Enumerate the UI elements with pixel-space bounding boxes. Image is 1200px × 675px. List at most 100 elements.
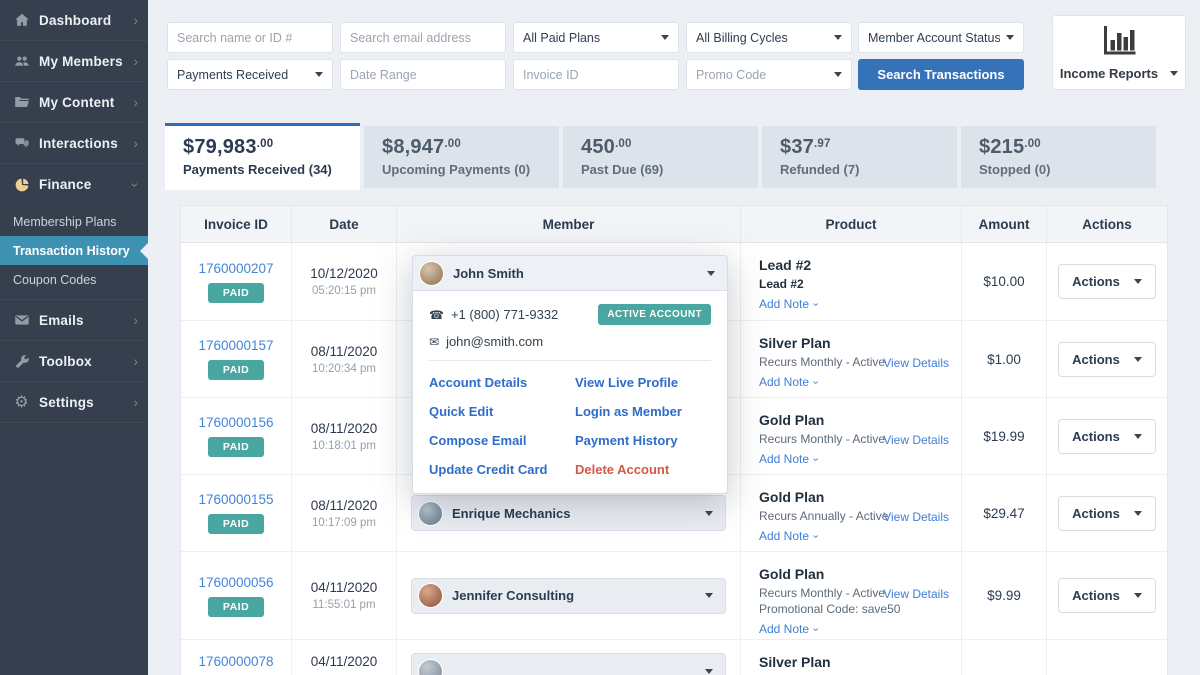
sidebar-item-emails[interactable]: Emails ›: [0, 300, 148, 341]
chevron-down-icon: [1133, 356, 1142, 362]
name-search-input[interactable]: [167, 22, 333, 53]
product-title: Gold Plan: [759, 412, 825, 428]
pie-chart-icon: [13, 176, 30, 193]
member-dropdown[interactable]: [411, 653, 726, 675]
member-email: john@smith.com: [446, 334, 544, 349]
sidebar-item-label: Finance: [39, 177, 92, 192]
account-details-link[interactable]: Account Details: [429, 375, 528, 390]
invoice-link[interactable]: 1760000155: [198, 492, 274, 507]
payment-history-link[interactable]: Payment History: [575, 433, 678, 448]
sidebar-item-transaction-history[interactable]: Transaction History: [0, 236, 148, 265]
add-note-link[interactable]: Add Note ›: [759, 452, 822, 466]
chevron-right-icon: ›: [133, 353, 138, 369]
sidebar-item-coupon-codes[interactable]: Coupon Codes: [0, 265, 148, 294]
product-title: Silver Plan: [759, 335, 831, 351]
member-name: Jennifer Consulting: [452, 588, 575, 603]
table-row: 1760000078 04/11/2020 Silver Plan: [181, 640, 1167, 675]
sidebar-item-dashboard[interactable]: Dashboard ›: [0, 0, 148, 41]
sidebar-item-label: Toolbox: [39, 353, 92, 369]
member-dropdown[interactable]: Jennifer Consulting: [411, 577, 726, 614]
sidebar-item-interactions[interactable]: Interactions ›: [0, 123, 148, 164]
add-note-link[interactable]: Add Note ›: [759, 297, 822, 311]
tab-label: Past Due (69): [581, 162, 664, 177]
transaction-type-select[interactable]: Payments Received: [167, 59, 333, 90]
email-search-input[interactable]: [340, 22, 506, 53]
tab-upcoming-payments[interactable]: $8,947.00 Upcoming Payments (0): [364, 126, 559, 188]
product-title: Gold Plan: [759, 489, 825, 505]
table-row: 1760000207 PAID 10/12/2020 05:20:15 pm L…: [181, 243, 1167, 321]
table-header: Invoice ID Date Member Product Amount Ac…: [181, 206, 1167, 243]
actions-button[interactable]: Actions: [1058, 264, 1156, 299]
add-note-link[interactable]: Add Note ›: [759, 622, 822, 636]
actions-button[interactable]: Actions: [1058, 578, 1156, 613]
chat-icon: [13, 135, 30, 152]
sidebar-item-toolbox[interactable]: Toolbox ›: [0, 341, 148, 382]
tab-stopped[interactable]: $215.00 Stopped (0): [961, 126, 1156, 188]
view-details-link[interactable]: View Details: [883, 433, 949, 447]
account-status-select[interactable]: Member Account Status: [858, 22, 1024, 53]
add-note-link[interactable]: Add Note ›: [759, 375, 822, 389]
view-details-link[interactable]: View Details: [883, 356, 949, 370]
delete-account-link[interactable]: Delete Account: [575, 462, 670, 477]
amount: $10.00: [962, 243, 1047, 320]
view-details-link[interactable]: View Details: [883, 510, 949, 524]
status-badge: PAID: [207, 282, 265, 303]
billing-cycles-select[interactable]: All Billing Cycles: [686, 22, 852, 53]
sidebar-item-label: My Content: [39, 94, 115, 110]
member-cell: [397, 398, 741, 474]
product-title: Lead #2: [759, 257, 812, 273]
select-value: Member Account Status: [868, 30, 1000, 45]
invoice-link[interactable]: 1760000157: [198, 338, 274, 353]
sidebar-item-label: My Members: [39, 53, 123, 69]
add-note-link[interactable]: Add Note ›: [759, 529, 822, 543]
sidebar-item-settings[interactable]: ⚙ Settings ›: [0, 382, 148, 423]
home-icon: [13, 12, 30, 29]
view-details-link[interactable]: View Details: [883, 587, 949, 601]
invoice-link[interactable]: 1760000156: [198, 415, 274, 430]
chevron-down-icon: [1133, 433, 1142, 439]
invoice-link[interactable]: 1760000078: [198, 654, 274, 669]
avatar: [418, 500, 443, 526]
actions-button[interactable]: Actions: [1058, 418, 1156, 454]
invoice-link[interactable]: 1760000056: [198, 574, 274, 590]
promo-code-line: Promotional Code: save50: [759, 602, 901, 616]
table-row: 1760000156 PAID 08/11/2020 10:18:01 pm G…: [181, 398, 1167, 475]
phone-icon: ☎: [429, 307, 444, 322]
transaction-date: 08/11/2020: [310, 420, 378, 436]
actions-button[interactable]: Actions: [1058, 495, 1156, 531]
paid-plans-select[interactable]: All Paid Plans: [513, 22, 679, 53]
date-range-input[interactable]: [340, 59, 506, 90]
compose-email-link[interactable]: Compose Email: [429, 433, 527, 448]
view-live-profile-link[interactable]: View Live Profile: [575, 375, 679, 390]
amount: $1.00: [962, 321, 1047, 397]
column-header-actions: Actions: [1082, 216, 1132, 232]
product-subtitle: Recurs Monthly - Active: [759, 355, 886, 369]
sidebar-item-membership-plans[interactable]: Membership Plans: [0, 207, 148, 236]
member-dropdown[interactable]: Enrique Mechanics: [411, 495, 726, 531]
invoice-id-input[interactable]: [513, 59, 679, 90]
tab-past-due[interactable]: 450.00 Past Due (69): [563, 126, 758, 188]
actions-button[interactable]: Actions: [1058, 341, 1156, 377]
submenu-label: Coupon Codes: [13, 272, 97, 287]
quick-edit-link[interactable]: Quick Edit: [429, 404, 494, 419]
transaction-date: 08/11/2020: [310, 497, 378, 513]
search-transactions-button[interactable]: Search Transactions: [858, 59, 1024, 90]
invoice-link[interactable]: 1760000207: [198, 260, 274, 276]
chevron-down-icon: [705, 593, 713, 598]
chevron-down-icon: [834, 35, 842, 40]
tab-payments-received[interactable]: $79,983.00 Payments Received (34): [165, 123, 360, 190]
tab-amount: $79,983: [183, 136, 257, 158]
update-credit-card-link[interactable]: Update Credit Card: [429, 462, 548, 477]
sidebar-item-my-members[interactable]: My Members ›: [0, 41, 148, 82]
login-as-member-link[interactable]: Login as Member: [575, 404, 682, 419]
promo-code-select[interactable]: Promo Code: [686, 59, 852, 90]
sidebar-item-my-content[interactable]: My Content ›: [0, 82, 148, 123]
amount: $9.99: [962, 552, 1047, 639]
sidebar-item-finance[interactable]: Finance ›: [0, 164, 148, 205]
tab-refunded[interactable]: $37.97 Refunded (7): [762, 126, 957, 188]
table-row: 1760000155 PAID 08/11/2020 10:17:09 pm E…: [181, 475, 1167, 552]
income-reports-button[interactable]: Income Reports: [1052, 15, 1186, 90]
chevron-right-icon: ›: [133, 135, 138, 151]
product-title: Silver Plan: [759, 654, 831, 670]
member-dropdown-expanded[interactable]: John Smith: [412, 255, 728, 291]
